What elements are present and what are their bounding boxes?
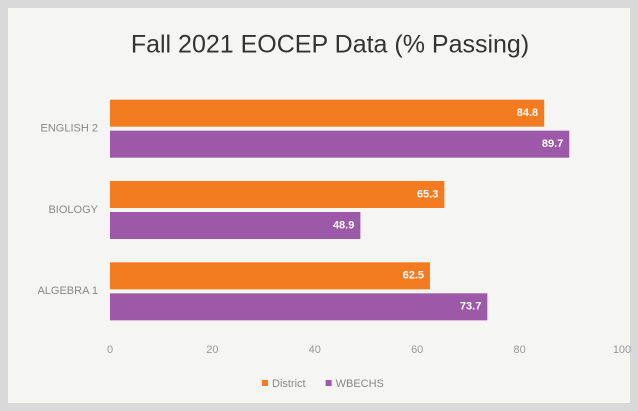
- chart-title: Fall 2021 EOCEP Data (% Passing): [131, 31, 529, 59]
- legend-swatch: [262, 380, 268, 386]
- data-label: 62.5: [403, 270, 424, 282]
- y-tick-label: ENGLISH 2: [41, 123, 98, 135]
- x-tick-label: 80: [513, 344, 525, 356]
- x-tick-label: 0: [107, 344, 113, 356]
- legend-label: District: [272, 378, 306, 390]
- bar: [110, 131, 569, 158]
- legend-label: WBECHS: [336, 378, 384, 390]
- data-label: 89.7: [542, 138, 563, 150]
- x-tick-label: 20: [206, 344, 218, 356]
- legend-swatch: [326, 380, 332, 386]
- data-label: 84.8: [517, 107, 538, 119]
- x-tick-label: 100: [613, 344, 631, 356]
- data-label: 65.3: [417, 188, 438, 200]
- x-tick-label: 60: [411, 344, 423, 356]
- y-tick-label: BIOLOGY: [48, 204, 98, 216]
- x-tick-label: 40: [309, 344, 321, 356]
- chart: Fall 2021 EOCEP Data (% Passing) 0 20 40 60…: [0, 0, 638, 411]
- bar: [110, 212, 360, 239]
- bar: [110, 262, 430, 289]
- bar: [110, 100, 544, 127]
- page: Fall 2021 EOCEP Data (% Passing) 0 20 40 60…: [0, 0, 638, 411]
- data-label: 48.9: [333, 219, 354, 231]
- y-tick-label: ALGEBRA 1: [37, 285, 98, 297]
- bar: [110, 181, 444, 208]
- data-label: 73.7: [460, 301, 481, 313]
- bar: [110, 293, 487, 320]
